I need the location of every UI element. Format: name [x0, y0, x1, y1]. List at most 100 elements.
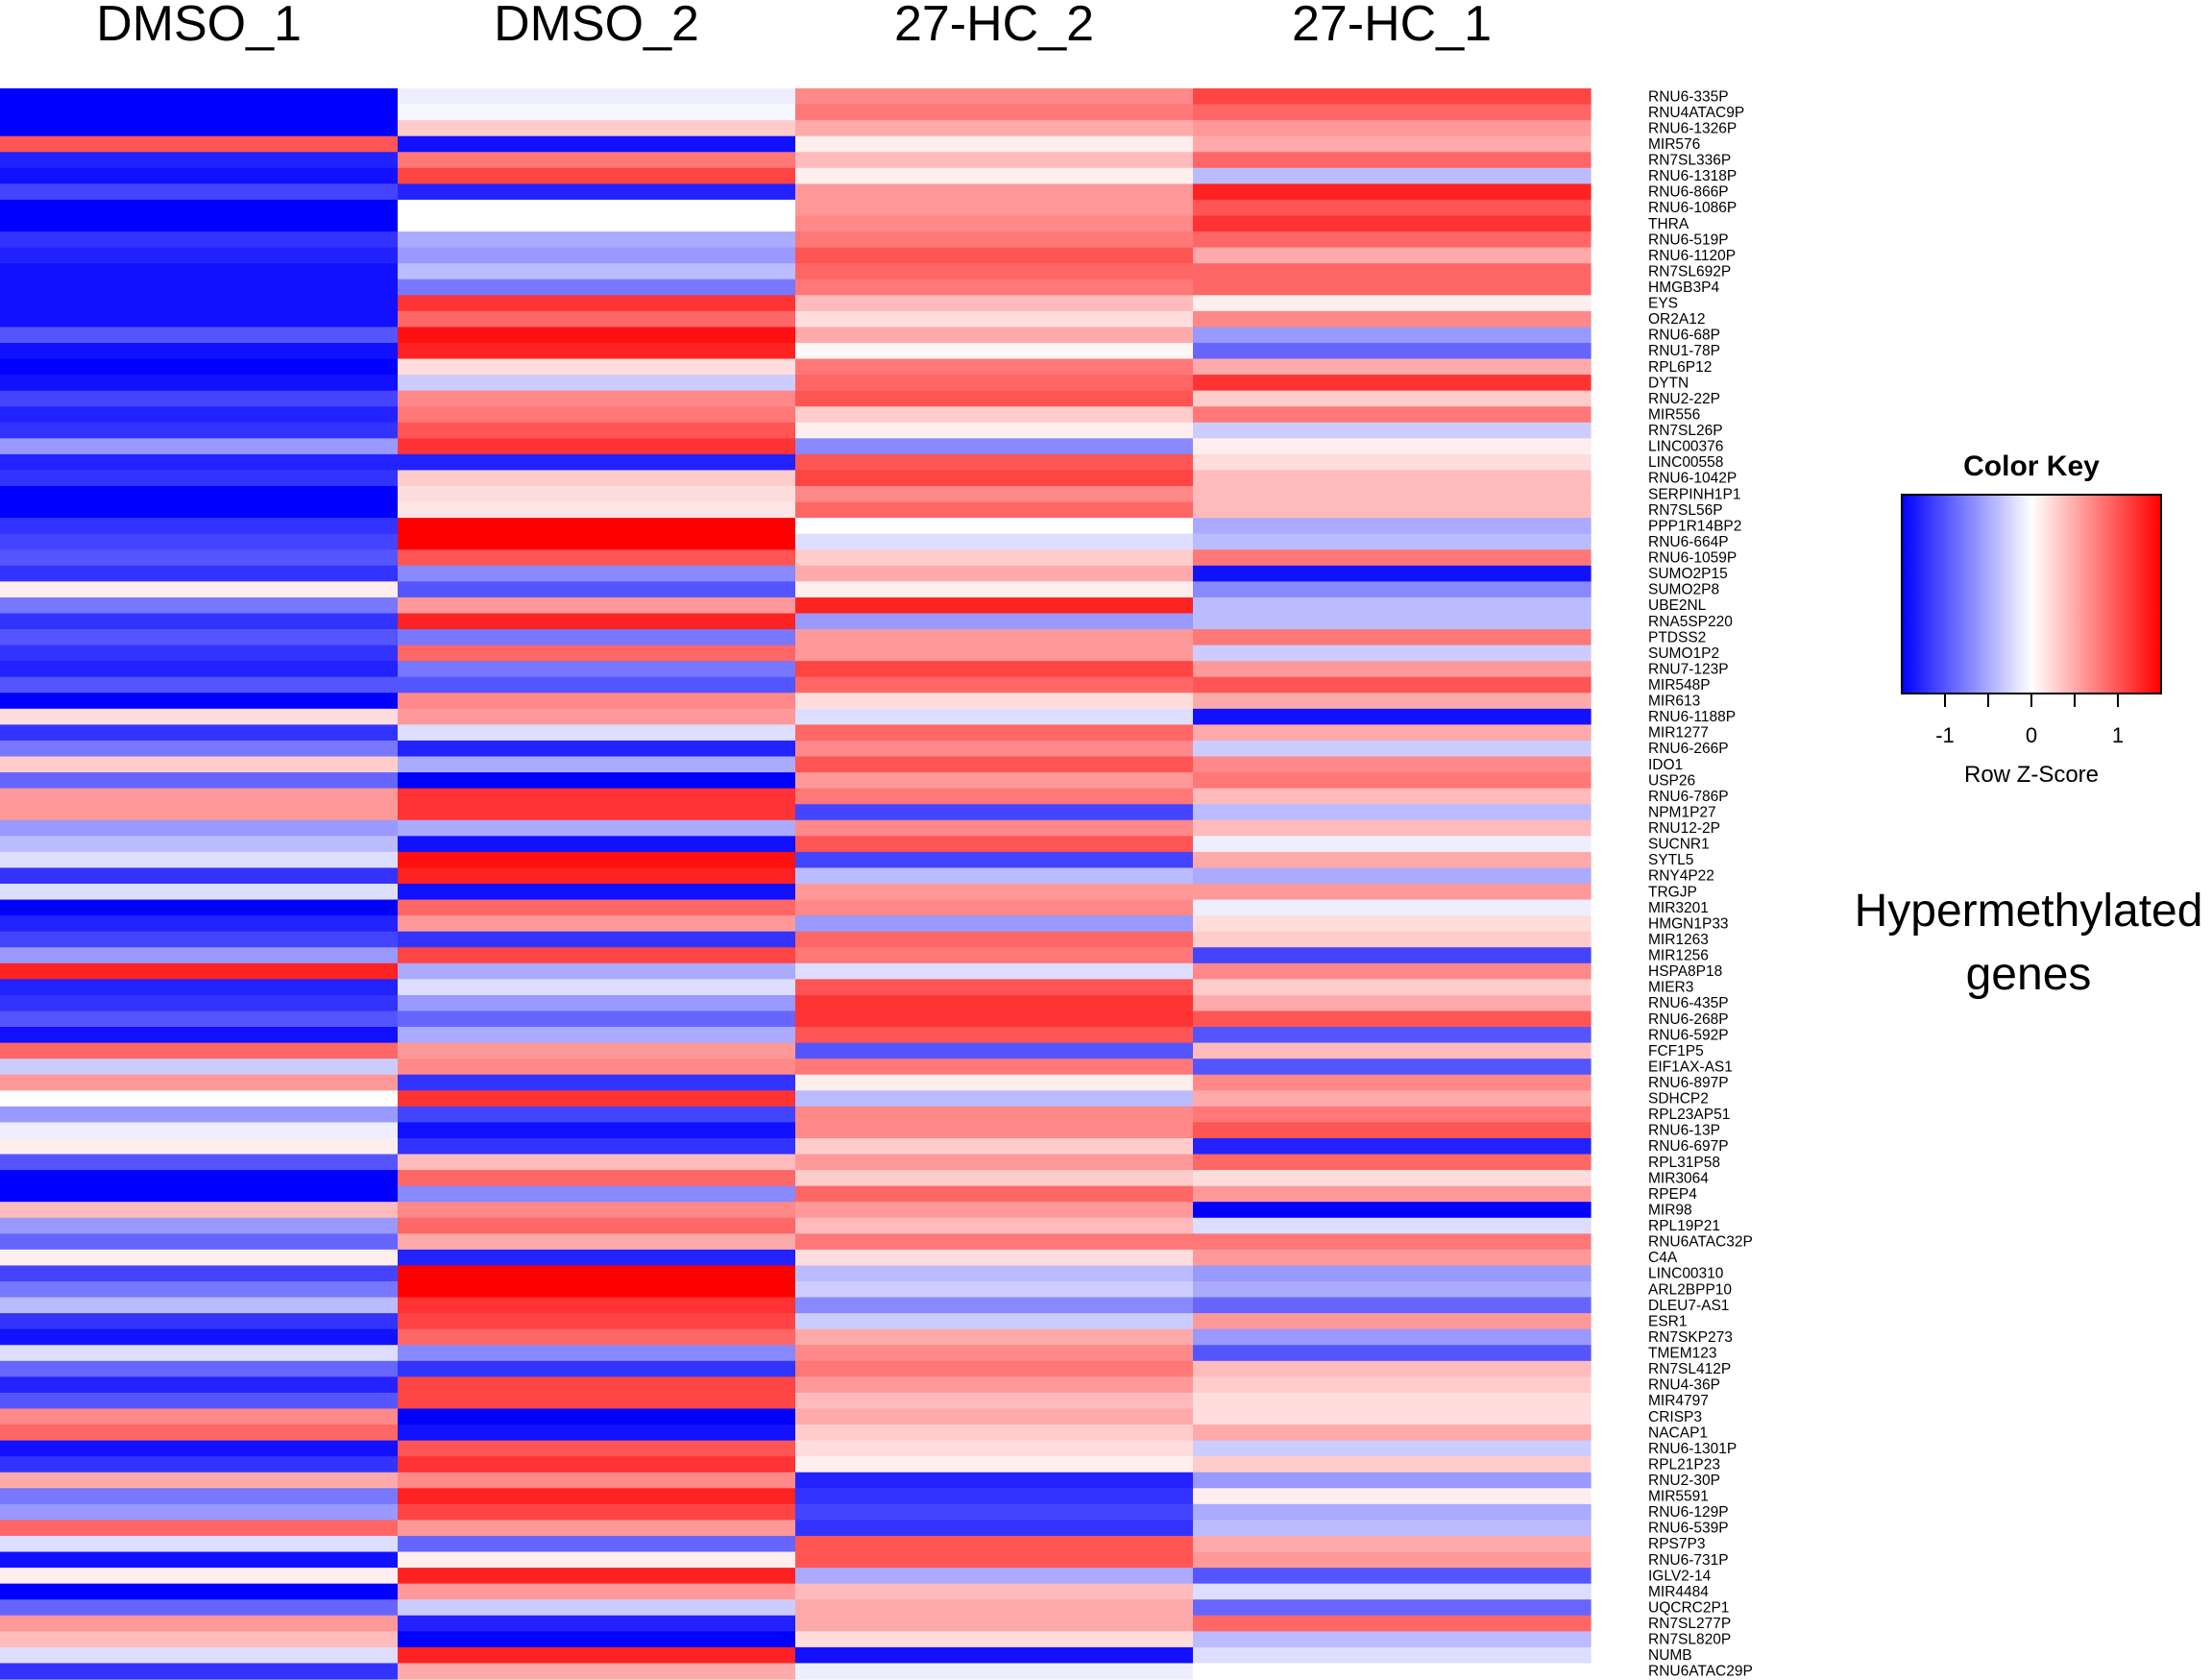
heatmap-cell — [0, 788, 399, 805]
heatmap-cell — [398, 406, 796, 424]
heatmap-cell — [0, 375, 399, 392]
row-label: RNY4P22 — [1648, 868, 1714, 885]
heatmap-cell — [795, 453, 1194, 472]
heatmap-cell — [1193, 1360, 1592, 1377]
heatmap-cell — [1193, 1472, 1592, 1489]
heatmap-cell — [398, 247, 796, 264]
heatmap-cell — [1193, 1217, 1592, 1234]
heatmap-cell — [795, 1074, 1194, 1091]
heatmap-cell — [0, 597, 399, 615]
heatmap-cell — [398, 1503, 796, 1521]
heatmap-cell — [1193, 533, 1592, 550]
heatmap-cell — [1193, 422, 1592, 439]
heatmap-cell — [398, 1074, 796, 1091]
heatmap-cell — [0, 1646, 399, 1665]
heatmap-cell — [0, 1313, 399, 1330]
heatmap-cell — [795, 1535, 1194, 1553]
heatmap-cell — [398, 501, 796, 519]
heatmap-cell — [398, 1360, 796, 1377]
row-label: RNU1-78P — [1648, 343, 1720, 359]
row-label: UQCRC2P1 — [1648, 1599, 1729, 1616]
heatmap-cell — [398, 836, 796, 853]
heatmap-cell — [795, 375, 1194, 392]
heatmap-cell — [398, 1376, 796, 1394]
row-label: MIR556 — [1648, 406, 1700, 423]
heatmap-cell — [795, 358, 1194, 376]
heatmap-cell — [398, 1424, 796, 1442]
heatmap-cell — [0, 327, 399, 344]
heatmap-cell — [0, 1297, 399, 1314]
heatmap-cell — [0, 406, 399, 424]
heatmap-cell — [0, 915, 399, 933]
heatmap-cell — [795, 518, 1194, 535]
heatmap-cell — [1193, 1185, 1592, 1203]
heatmap-cell — [1193, 1042, 1592, 1059]
row-label: RNU6-697P — [1648, 1138, 1729, 1155]
heatmap-cell — [1193, 1568, 1592, 1585]
heatmap-cell — [795, 1345, 1194, 1362]
heatmap-cell — [795, 1059, 1194, 1076]
heatmap-cell — [0, 120, 399, 137]
heatmap-cell — [398, 1440, 796, 1457]
row-label: RNU12-2P — [1648, 820, 1720, 837]
heatmap-cell — [795, 772, 1194, 790]
heatmap-cell — [398, 597, 796, 615]
heatmap-cell — [398, 994, 796, 1012]
heatmap-cell — [398, 310, 796, 328]
heatmap-cell — [795, 1042, 1194, 1059]
heatmap-cell — [0, 1137, 399, 1156]
heatmap-cell — [0, 1408, 399, 1425]
heatmap-cell — [1193, 263, 1592, 280]
heatmap-cell — [795, 1265, 1194, 1282]
row-label: RNA5SP220 — [1648, 614, 1733, 630]
heatmap-cell — [0, 613, 399, 630]
heatmap-cell — [398, 470, 796, 487]
heatmap-cell — [1193, 1392, 1592, 1410]
heatmap-cell — [398, 1599, 796, 1617]
heatmap-cell — [795, 390, 1194, 407]
heatmap-cell — [795, 1392, 1194, 1410]
heatmap-cell — [795, 899, 1194, 916]
heatmap-cell — [1193, 1074, 1592, 1091]
heatmap-cell — [795, 724, 1194, 742]
row-label: RN7SKP273 — [1648, 1329, 1733, 1346]
heatmap-cell — [1193, 486, 1592, 503]
row-label: RNU4-36P — [1648, 1377, 1720, 1394]
column-label-1: DMSO_2 — [494, 0, 699, 52]
row-label: RN7SL692P — [1648, 263, 1731, 280]
heatmap-cell — [795, 1568, 1194, 1585]
row-label: MIR1277 — [1648, 725, 1709, 742]
heatmap-cell — [795, 342, 1194, 360]
row-label: USP26 — [1648, 772, 1695, 789]
heatmap-cell — [795, 740, 1194, 758]
heatmap-cell — [398, 1631, 796, 1648]
row-label: RNU6-68P — [1648, 328, 1720, 344]
row-label: RNU6-1188P — [1648, 709, 1736, 725]
heatmap-cell — [398, 772, 796, 790]
heatmap-cell — [795, 327, 1194, 344]
row-label: UBE2NL — [1648, 597, 1707, 614]
heatmap-cell — [398, 1615, 796, 1632]
column-label-0: DMSO_1 — [96, 0, 302, 52]
heatmap-cell — [0, 422, 399, 439]
heatmap-cell — [398, 88, 796, 106]
heatmap-cell — [0, 1185, 399, 1203]
heatmap-cell — [0, 1170, 399, 1187]
heatmap-cell — [398, 1249, 796, 1267]
heatmap-cell — [1193, 358, 1592, 376]
heatmap-cell — [398, 1408, 796, 1425]
heatmap-cell — [398, 1233, 796, 1251]
heatmap-cell — [0, 88, 399, 106]
row-label: SUMO1P2 — [1648, 645, 1719, 662]
heatmap-cell — [0, 867, 399, 885]
heatmap-cell — [795, 152, 1194, 169]
heatmap-cell — [398, 486, 796, 503]
heatmap-cell — [795, 613, 1194, 630]
heatmap-cell — [0, 994, 399, 1012]
heatmap-cell — [398, 708, 796, 725]
heatmap-cell — [1193, 1345, 1592, 1362]
heatmap-cell — [398, 1090, 796, 1108]
heatmap-cell — [398, 518, 796, 535]
heatmap-cell — [0, 1472, 399, 1489]
heatmap-cell — [398, 676, 796, 694]
